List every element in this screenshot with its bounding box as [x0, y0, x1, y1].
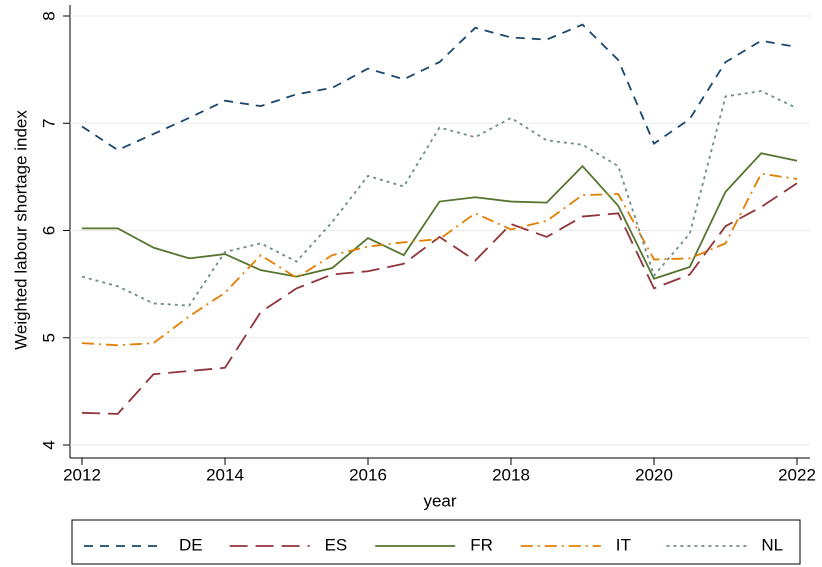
series-line — [81, 90, 798, 307]
legend-label: FR — [470, 535, 493, 554]
legend-box — [71, 519, 801, 565]
legend-label: ES — [325, 535, 348, 554]
y-tick-label: 4 — [39, 440, 58, 449]
legend-label: NL — [761, 535, 783, 554]
x-tick-label: 2014 — [206, 465, 244, 484]
legend-label: DE — [179, 535, 203, 554]
series-line — [82, 152, 798, 280]
y-tick-label: 8 — [39, 11, 58, 20]
series-line — [81, 182, 798, 415]
x-tick-label: 2022 — [778, 465, 816, 484]
series-line — [81, 172, 798, 347]
x-tick-label: 2020 — [635, 465, 673, 484]
y-tick-label: 5 — [39, 333, 58, 342]
y-tick-label: 7 — [39, 119, 58, 128]
x-tick-label: 2016 — [349, 465, 387, 484]
series-line — [81, 23, 798, 152]
y-axis-title: Weighted labour shortage index — [11, 110, 30, 350]
x-axis-title: year — [423, 491, 456, 510]
x-tick-label: 2012 — [63, 465, 101, 484]
x-tick-label: 2018 — [492, 465, 530, 484]
y-tick-label: 6 — [39, 226, 58, 235]
legend-label: IT — [616, 535, 631, 554]
